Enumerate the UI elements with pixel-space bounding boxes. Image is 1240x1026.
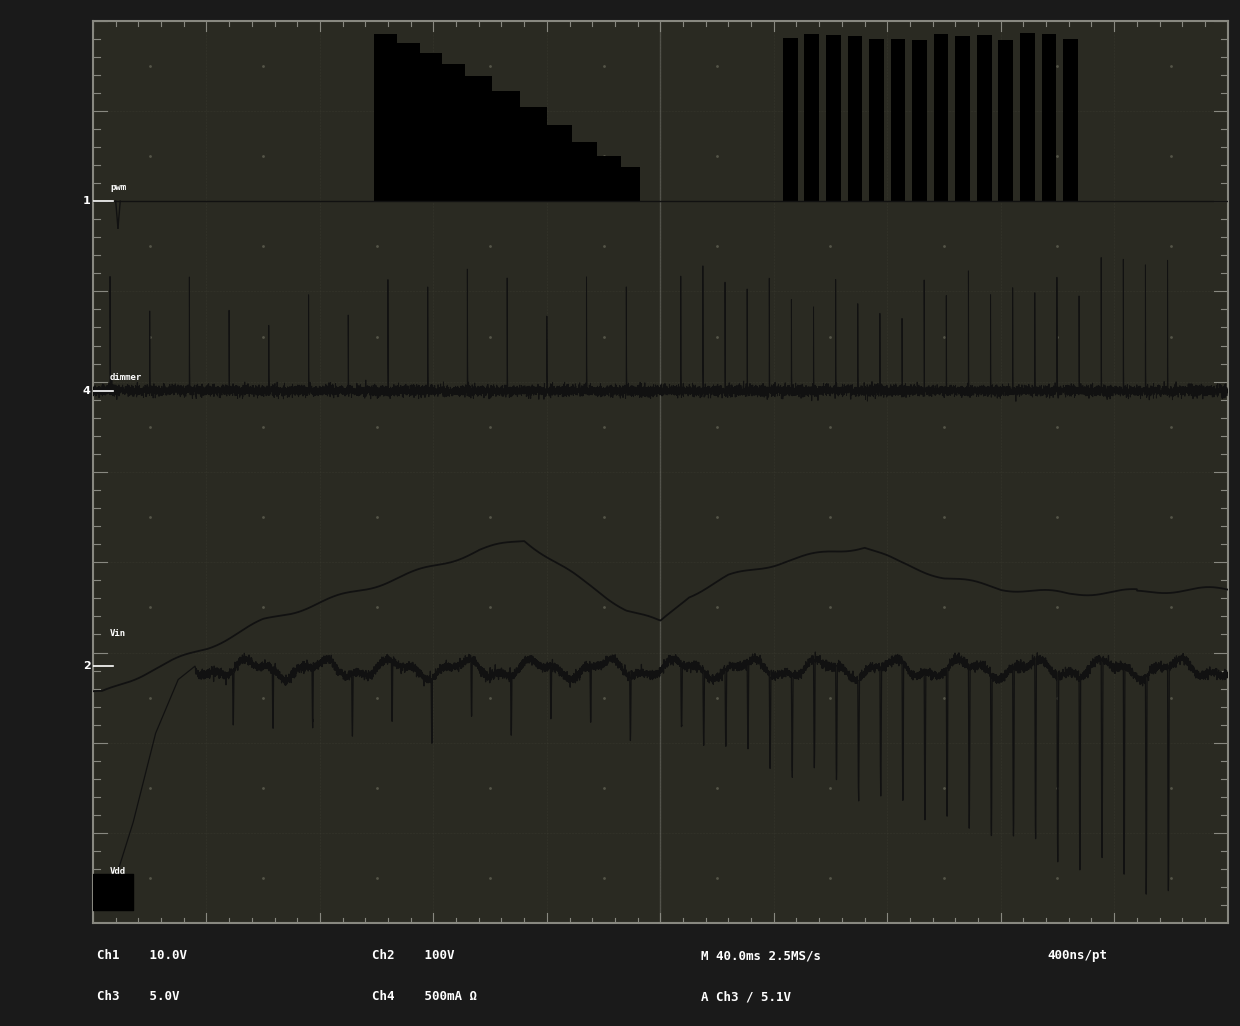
Text: Ch1    10.0V: Ch1 10.0V [97,949,187,962]
Text: Ch4    500mA Ω: Ch4 500mA Ω [372,990,477,1003]
Text: A Ch3 / 5.1V: A Ch3 / 5.1V [701,990,791,1003]
Text: dimmer: dimmer [110,372,143,382]
Text: Ch3    5.0V: Ch3 5.0V [97,990,180,1003]
Text: pwm: pwm [110,184,126,192]
Text: Vin: Vin [110,629,126,638]
Text: 4: 4 [83,386,91,396]
Text: 400ns/pt: 400ns/pt [1048,949,1107,962]
Text: 2: 2 [83,661,91,671]
Text: Vdd: Vdd [110,867,126,876]
Text: 1: 1 [83,196,91,206]
Text: M 40.0ms 2.5MS/s: M 40.0ms 2.5MS/s [701,949,821,962]
Text: Ch2    100V: Ch2 100V [372,949,455,962]
